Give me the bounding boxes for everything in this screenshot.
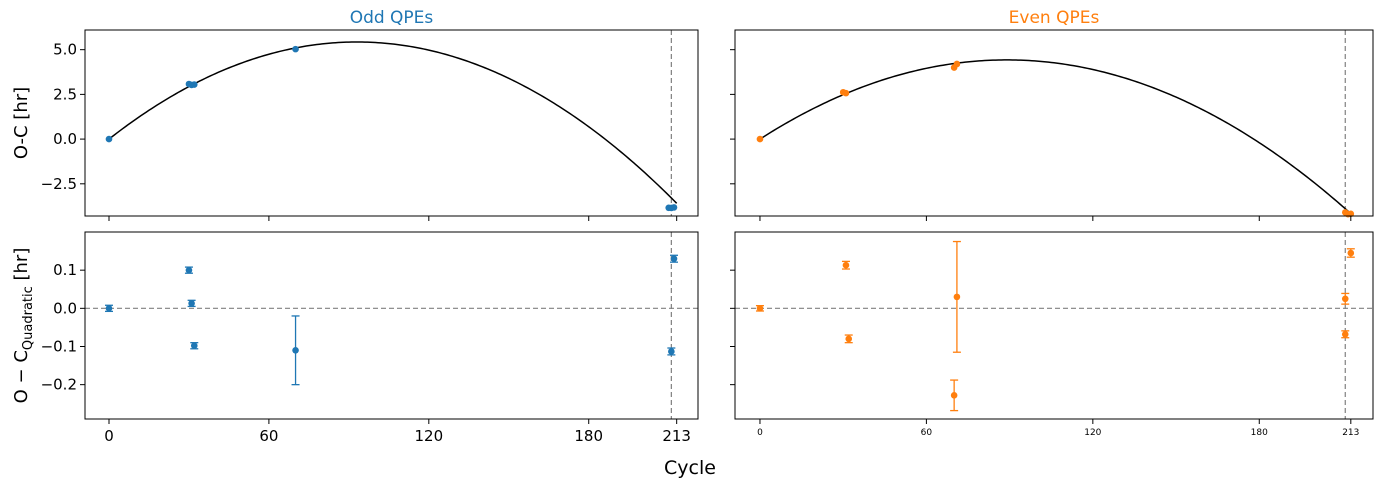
x-tick-label: 120 bbox=[1084, 428, 1101, 438]
y-tick-label: −0.2 bbox=[41, 376, 77, 394]
data-point bbox=[953, 293, 961, 301]
x-tick-label: 213 bbox=[662, 427, 691, 445]
y-tick-label: 0.0 bbox=[53, 299, 77, 317]
data-point bbox=[190, 81, 198, 88]
ylabel-text: O-C [hr] bbox=[11, 87, 32, 159]
data-point bbox=[845, 335, 853, 343]
y-tick-label: −0.1 bbox=[41, 337, 77, 355]
x-tick-label: 60 bbox=[259, 427, 278, 445]
data-point bbox=[292, 347, 299, 354]
even-bottom-panel: 0 60 120 180 213 bbox=[730, 231, 1374, 438]
odd-bottom-panel: 0 60 120 180 213 −0.2 −0.1 0.0 0.1 O − CQuadratic… bbox=[11, 231, 699, 445]
data-point bbox=[292, 45, 299, 53]
odd-top-title: Odd QPEs bbox=[350, 8, 434, 28]
ylabel-suffix: [hr] bbox=[11, 248, 32, 287]
ylabel-subscript: Quadratic bbox=[21, 286, 36, 350]
x-tick-label: 120 bbox=[414, 427, 443, 445]
quadratic-model-curve bbox=[108, 41, 678, 204]
data-point bbox=[188, 300, 195, 307]
data-point bbox=[953, 60, 961, 68]
even-bottom-axes-frame bbox=[734, 231, 1374, 420]
odd-bottom-ylabel: O − CQuadratic [hr] bbox=[11, 248, 36, 404]
even-top-title: Even QPEs bbox=[1009, 8, 1100, 28]
data-point bbox=[842, 261, 850, 269]
odd-bottom-axes-frame bbox=[84, 231, 699, 420]
x-tick-label: 213 bbox=[1342, 428, 1359, 438]
data-point bbox=[670, 255, 678, 263]
data-point bbox=[756, 135, 764, 143]
data-point bbox=[1347, 249, 1355, 257]
odd-top-ylabel: O-C [hr] bbox=[11, 87, 32, 159]
x-tick-label: 180 bbox=[574, 427, 603, 445]
x-tick-label: 0 bbox=[104, 427, 114, 445]
even-top-panel: Even QPEs bbox=[730, 8, 1374, 221]
data-point bbox=[668, 348, 675, 355]
x-tick-label: 60 bbox=[921, 428, 933, 438]
data-point bbox=[105, 135, 113, 143]
odd-top-axes-frame bbox=[84, 29, 699, 217]
x-tick-label: 0 bbox=[757, 428, 763, 438]
y-tick-label: 5.0 bbox=[53, 41, 77, 59]
even-top-axes-frame bbox=[734, 29, 1374, 217]
data-point bbox=[670, 204, 678, 211]
x-tick-label: 180 bbox=[1251, 428, 1268, 438]
figure-xlabel: Cycle bbox=[664, 457, 716, 479]
data-point bbox=[756, 305, 764, 312]
odd-top-panel: −2.5 0.0 2.5 5.0 Odd QPEs O-C [hr] bbox=[11, 8, 699, 221]
data-point bbox=[950, 392, 958, 399]
y-tick-label: 2.5 bbox=[53, 85, 77, 103]
data-point bbox=[190, 342, 198, 350]
y-tick-label: 0.0 bbox=[53, 130, 77, 148]
data-point bbox=[185, 266, 193, 274]
data-point bbox=[1341, 330, 1349, 338]
data-point bbox=[1341, 295, 1349, 303]
data-point bbox=[105, 305, 113, 312]
y-tick-label: −2.5 bbox=[41, 175, 77, 193]
data-point bbox=[842, 89, 850, 97]
quadratic-model-curve bbox=[759, 59, 1352, 215]
y-tick-label: 0.1 bbox=[53, 261, 77, 279]
ylabel-text: O − C bbox=[11, 350, 32, 403]
